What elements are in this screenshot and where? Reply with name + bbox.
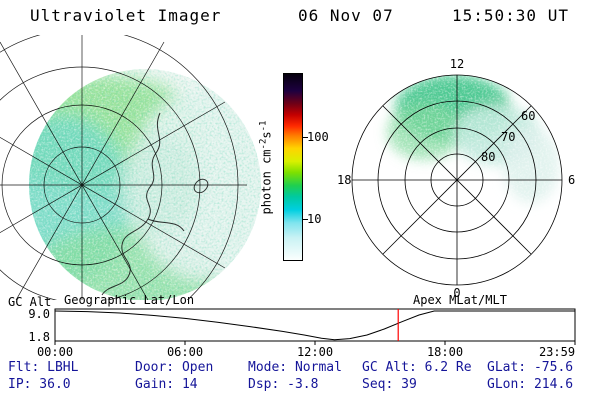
xtick-1200: 12:00 (297, 345, 333, 359)
mlat-label-70: 70 (501, 130, 515, 144)
status-flt: Flt: LBHL (8, 360, 79, 375)
apex-polar-grid (351, 74, 563, 286)
time-label: 15:50:30 UT (452, 6, 569, 25)
status-ip: IP: 36.0 (8, 377, 71, 392)
colorbar-tickmark-10 (303, 219, 308, 220)
coastline-peninsula (147, 178, 209, 232)
xtick-1800: 18:00 (427, 345, 463, 359)
date-label: 06 Nov 07 (298, 6, 394, 25)
status-glon: GLon: 214.6 (487, 377, 574, 392)
gc-alt-curve (54, 310, 575, 341)
timeline-xticks-marks (54, 341, 576, 345)
gc-alt-axis-title: GC Alt (8, 295, 51, 309)
instrument-title: Ultraviolet Imager (30, 6, 222, 25)
status-seq: Seq: 39 (362, 377, 417, 392)
apex-panel-caption: Apex MLat/MLT (413, 295, 507, 307)
ytick-9: 9.0 (28, 307, 50, 321)
xtick-0600: 06:00 (167, 345, 203, 359)
status-door: Door: Open (135, 360, 214, 375)
geographic-panel-caption: Geographic Lat/Lon (64, 295, 194, 307)
status-gain: Gain: 14 (135, 377, 198, 392)
xtick-0000: 00:00 (37, 345, 73, 359)
colorbar-label: photon cm-2s-1 (258, 120, 274, 215)
geo-latlon-grid (0, 35, 247, 300)
status-gc-alt: GC Alt: 6.2 Re (362, 360, 472, 375)
status-mode: Mode: Normal (248, 360, 342, 375)
apex-panel: 12 18 6 0 60 70 80 (337, 57, 575, 300)
mlt-label-12: 12 (450, 57, 464, 71)
status-dsp: Dsp: -3.8 (248, 377, 319, 392)
colorbar-tick-10: 10 (307, 212, 322, 226)
geographic-panel (0, 35, 261, 300)
xtick-2359: 23:59 (539, 345, 575, 359)
colorbar-gradient (283, 73, 303, 261)
mlt-label-18: 18 (337, 173, 351, 187)
ytick-1-8: 1.8 (28, 330, 50, 344)
mlt-label-0: 0 (453, 286, 460, 300)
mlat-label-80: 80 (481, 150, 495, 164)
mlat-label-60: 60 (521, 109, 535, 123)
colorbar-tickmark-100 (303, 137, 308, 138)
mlt-label-6: 6 (568, 173, 575, 187)
colorbar-tick-100: 100 (307, 130, 329, 144)
status-glat: GLat: -75.6 (487, 360, 574, 375)
timeline-panel: GC Alt Geographic Lat/Lon Apex MLat/MLT … (8, 295, 576, 359)
